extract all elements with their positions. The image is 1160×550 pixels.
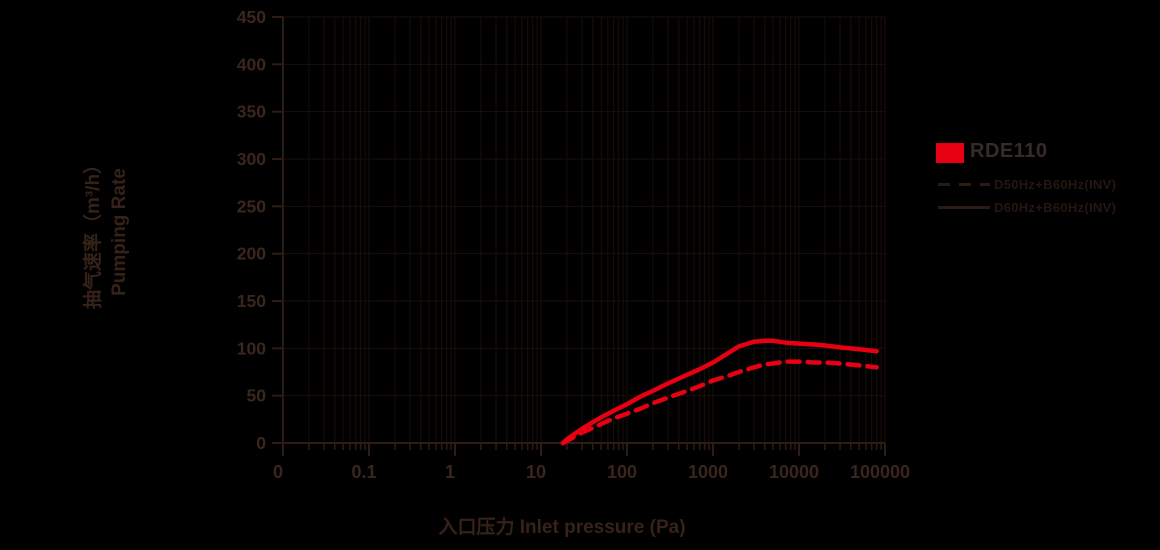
y-tick-label: 0 [256,433,266,453]
y-tick-label: 100 [237,338,266,358]
y-tick-label: 350 [237,102,266,122]
y-tick-label: 400 [237,54,266,74]
y-tick-label: 50 [247,386,267,406]
series-curve-solid [560,338,879,446]
y-axis-title-en: Pumping Rate [109,168,130,296]
x-tick-label: 100000 [850,462,910,482]
y-axis-title-cn: 抽气速率（m³/h） [83,154,104,310]
y-tick-label: 200 [237,244,266,264]
y-tick-label: 250 [237,196,266,216]
y-tick-label: 450 [237,7,266,27]
x-tick-label: 10000 [769,462,819,482]
y-axis-title: 抽气速率（m³/h） Pumping Rate [81,155,133,309]
x-tick-label: 1 [445,462,455,482]
x-axis-title: 入口压力 Inlet pressure (Pa) [438,517,686,538]
y-tick-label: 300 [237,149,266,169]
x-tick-label: 1000 [688,462,728,482]
x-tick-label: 100 [607,462,637,482]
x-tick-label: 0 [273,462,283,482]
x-tick-label: 10 [526,462,546,482]
x-tick-label: 0.1 [351,462,376,482]
y-tick-label: 150 [237,291,266,311]
series-curve-dashed [560,359,879,446]
